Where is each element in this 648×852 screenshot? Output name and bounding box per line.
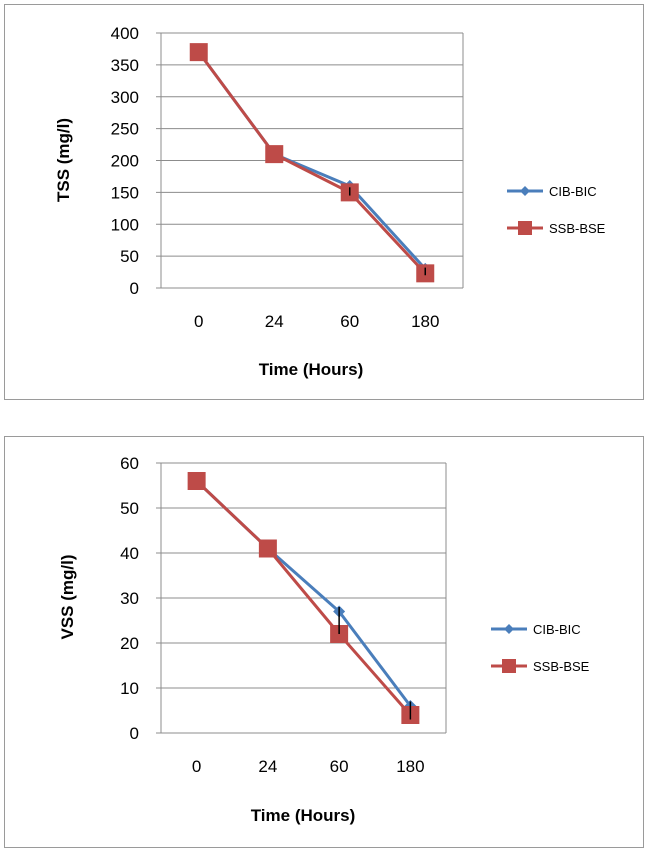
x-axis-title: Time (Hours) — [251, 806, 356, 825]
x-tick-label: 60 — [330, 757, 349, 776]
data-point — [189, 43, 208, 62]
x-tick-label: 60 — [340, 312, 359, 331]
vss-chart-panel: 0 10 20 30 40 50 60 0 24 60 180 CIB-BIC SSB-BSE VSS … — [4, 436, 644, 848]
legend-marker — [502, 659, 516, 673]
y-tick-label: 30 — [120, 589, 139, 608]
y-tick-label: 10 — [120, 679, 139, 698]
legend-label: CIB-BIC — [533, 622, 581, 637]
tss-chart: 0 50 100 150 200 250 300 350 400 0 24 60 180 CIB-BIC S… — [54, 24, 606, 379]
x-axis-title: Time (Hours) — [259, 360, 364, 379]
legend-marker — [520, 186, 530, 196]
y-tick-label: 300 — [111, 88, 139, 107]
legend-marker — [518, 221, 532, 235]
y-tick-label: 40 — [120, 544, 139, 563]
y-tick-label: 60 — [120, 454, 139, 473]
x-tick-label: 180 — [396, 757, 424, 776]
y-tick-label: 50 — [120, 247, 139, 266]
plot-area: 0 10 20 30 40 50 60 0 24 60 180 CIB-BIC SSB-BSE — [120, 454, 590, 776]
data-point — [187, 472, 206, 490]
vss-chart: 0 10 20 30 40 50 60 0 24 60 180 CIB-BIC SSB-BSE VSS … — [58, 454, 590, 825]
x-tick-label: 0 — [194, 312, 203, 331]
y-axis-title: TSS (mg/l) — [54, 118, 73, 202]
y-tick-label: 200 — [111, 152, 139, 171]
y-axis-title: VSS (mg/l) — [58, 554, 77, 639]
y-tick-label: 100 — [111, 215, 139, 234]
y-tick-label: 350 — [111, 56, 139, 75]
legend-label: CIB-BIC — [549, 184, 597, 199]
data-point — [258, 539, 277, 558]
x-tick-label: 0 — [192, 757, 201, 776]
x-tick-label: 24 — [258, 757, 277, 776]
y-tick-label: 50 — [120, 499, 139, 518]
y-tick-label: 0 — [130, 724, 139, 743]
series-line-ssb-bse — [195, 479, 412, 716]
y-tick-label: 20 — [120, 634, 139, 653]
tss-chart-panel: 0 50 100 150 200 250 300 350 400 0 24 60 180 CIB-BIC S… — [4, 4, 644, 400]
data-point — [265, 145, 284, 164]
legend-label: SSB-BSE — [549, 221, 606, 236]
y-tick-label: 400 — [111, 24, 139, 43]
x-tick-label: 24 — [265, 312, 284, 331]
legend-marker — [504, 624, 514, 634]
legend-label: SSB-BSE — [533, 659, 590, 674]
plot-area: 0 50 100 150 200 250 300 350 400 0 24 60 180 CIB-BIC S… — [111, 24, 606, 331]
y-tick-label: 0 — [130, 279, 139, 298]
series-line-ssb-bse — [197, 51, 427, 275]
x-tick-label: 180 — [411, 312, 439, 331]
y-tick-label: 250 — [111, 120, 139, 139]
y-tick-label: 150 — [111, 183, 139, 202]
